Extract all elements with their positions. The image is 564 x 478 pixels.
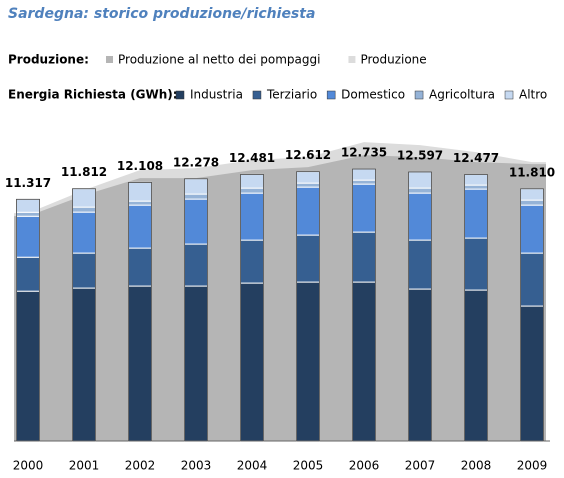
legend-label: Produzione al netto dei pompaggi: [118, 53, 320, 67]
bar-segment: [184, 285, 208, 442]
bar-segment: [296, 182, 320, 188]
total-label: 12.612: [285, 148, 331, 162]
chart-title: Sardegna: storico produzione/richiesta: [8, 6, 315, 22]
bar-segment: [352, 231, 376, 283]
bar-segment: [16, 215, 40, 258]
bar-segment: [296, 186, 320, 236]
bar-segment: [72, 211, 96, 254]
bar-segment: [72, 287, 96, 442]
bar-outline: [352, 168, 376, 442]
total-label: 12.481: [229, 151, 275, 165]
legend-swatch: [106, 56, 113, 63]
legend-swatch: [348, 56, 356, 63]
total-label: 11.317: [5, 176, 51, 190]
bar-segment: [296, 234, 320, 283]
bar-segment: [16, 256, 40, 292]
x-tick-label: 2009: [517, 459, 548, 473]
total-label: 11.810: [509, 165, 555, 179]
bar-segment: [520, 204, 544, 254]
bar-segment: [240, 192, 264, 241]
legend-title: Produzione:: [8, 53, 89, 67]
bar-segment: [16, 290, 40, 442]
bar-segment: [352, 168, 376, 181]
total-label: 12.477: [453, 151, 499, 165]
total-label: 11.812: [61, 165, 107, 179]
x-tick-label: 2006: [349, 459, 380, 473]
bar-segment: [128, 285, 152, 442]
bar-outline: [128, 182, 152, 442]
bar-segment: [128, 247, 152, 287]
bar-segment: [520, 252, 544, 307]
bar-segment: [464, 184, 488, 190]
bar-segment: [184, 178, 208, 195]
bar-segment: [296, 171, 320, 184]
total-label: 12.278: [173, 155, 219, 169]
legend-swatch: [326, 90, 336, 100]
bar-segment: [184, 193, 208, 200]
bar-segment: [240, 239, 264, 284]
bar-segment: [128, 181, 152, 202]
total-label: 12.108: [117, 159, 163, 173]
legend-label: Industria: [190, 88, 243, 102]
bar-segment: [464, 289, 488, 442]
bar-segment: [128, 204, 152, 249]
bar-outline: [240, 174, 264, 442]
x-tick-label: 2003: [181, 459, 212, 473]
x-tick-label: 2004: [237, 459, 268, 473]
legend-swatch: [175, 90, 185, 100]
bar-segment: [520, 188, 544, 201]
legend-label: Domestico: [341, 88, 405, 102]
bar-segment: [72, 206, 96, 213]
bar-segment: [240, 173, 264, 189]
x-tick-label: 2001: [69, 459, 100, 473]
bar-outline: [408, 171, 432, 442]
x-tick-label: 2007: [405, 459, 436, 473]
bar-segment: [464, 237, 488, 291]
bar-outline: [184, 178, 208, 442]
legend-swatch: [252, 90, 262, 100]
bar-outline: [520, 188, 544, 442]
bar-segment: [128, 200, 152, 206]
bar-segment: [296, 281, 320, 442]
bar-segment: [520, 305, 544, 442]
bar-segment: [72, 252, 96, 289]
bar-segment: [184, 243, 208, 287]
bar-segment: [464, 188, 488, 239]
legend-swatch: [414, 90, 424, 100]
legend-title: Energia Richiesta (GWh):: [8, 88, 178, 102]
bar-segment: [520, 199, 544, 206]
bar-segment: [352, 281, 376, 442]
bar-segment: [184, 198, 208, 245]
bar-segment: [352, 183, 376, 233]
bar-segment: [408, 187, 432, 194]
total-label: 12.597: [397, 148, 443, 162]
legend-label: Produzione: [360, 53, 426, 67]
bar-outline: [464, 174, 488, 442]
bar-segment: [16, 198, 40, 213]
bar-segment: [408, 192, 432, 241]
legend-label: Altro: [519, 88, 547, 102]
legend-swatch: [504, 90, 514, 100]
bar-segment: [72, 188, 96, 208]
bar-segment: [16, 211, 40, 217]
bar-segment: [408, 171, 432, 189]
x-tick-label: 2008: [461, 459, 492, 473]
bar-outline: [72, 188, 96, 442]
bar-segment: [464, 174, 488, 186]
x-tick-label: 2005: [293, 459, 324, 473]
total-label: 12.735: [341, 146, 387, 160]
bar-segment: [240, 282, 264, 442]
bar-segment: [352, 179, 376, 185]
bar-segment: [408, 239, 432, 290]
bar-segment: [240, 187, 264, 194]
bar-outline: [296, 171, 320, 442]
bar-segment: [408, 288, 432, 442]
legend-label: Agricoltura: [429, 88, 495, 102]
legend-label: Terziario: [266, 88, 317, 102]
x-tick-label: 2002: [125, 459, 156, 473]
x-tick-label: 2000: [13, 459, 44, 473]
bar-outline: [16, 198, 40, 442]
